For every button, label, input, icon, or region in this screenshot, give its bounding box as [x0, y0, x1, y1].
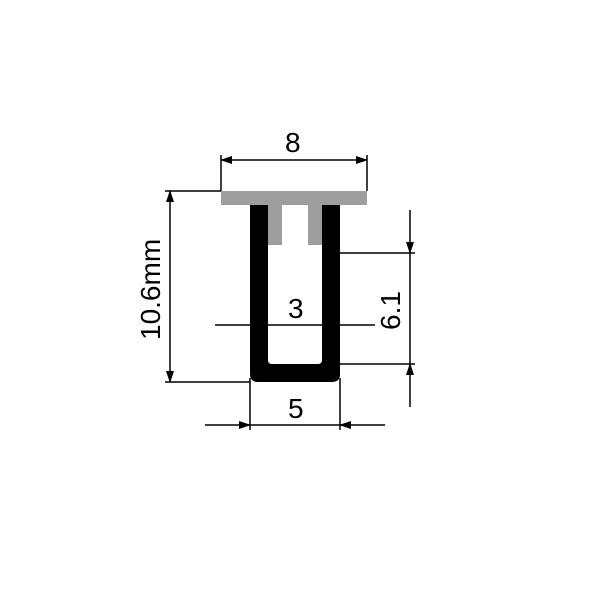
- dimension-total-height-label: 10.6mm: [135, 239, 166, 340]
- dimension-total-height: [165, 191, 250, 382]
- dimension-inner-depth-label: 6.1: [375, 291, 406, 330]
- dimension-top-width-label: 8: [285, 127, 301, 158]
- dimension-top-width: [221, 155, 367, 191]
- dimension-outer-width-label: 5: [288, 393, 304, 424]
- gray-insert-profile: [221, 191, 367, 245]
- cross-section-drawing: 8 10.6mm 3 5 6.1: [0, 0, 600, 600]
- dimension-inner-width-label: 3: [288, 293, 304, 324]
